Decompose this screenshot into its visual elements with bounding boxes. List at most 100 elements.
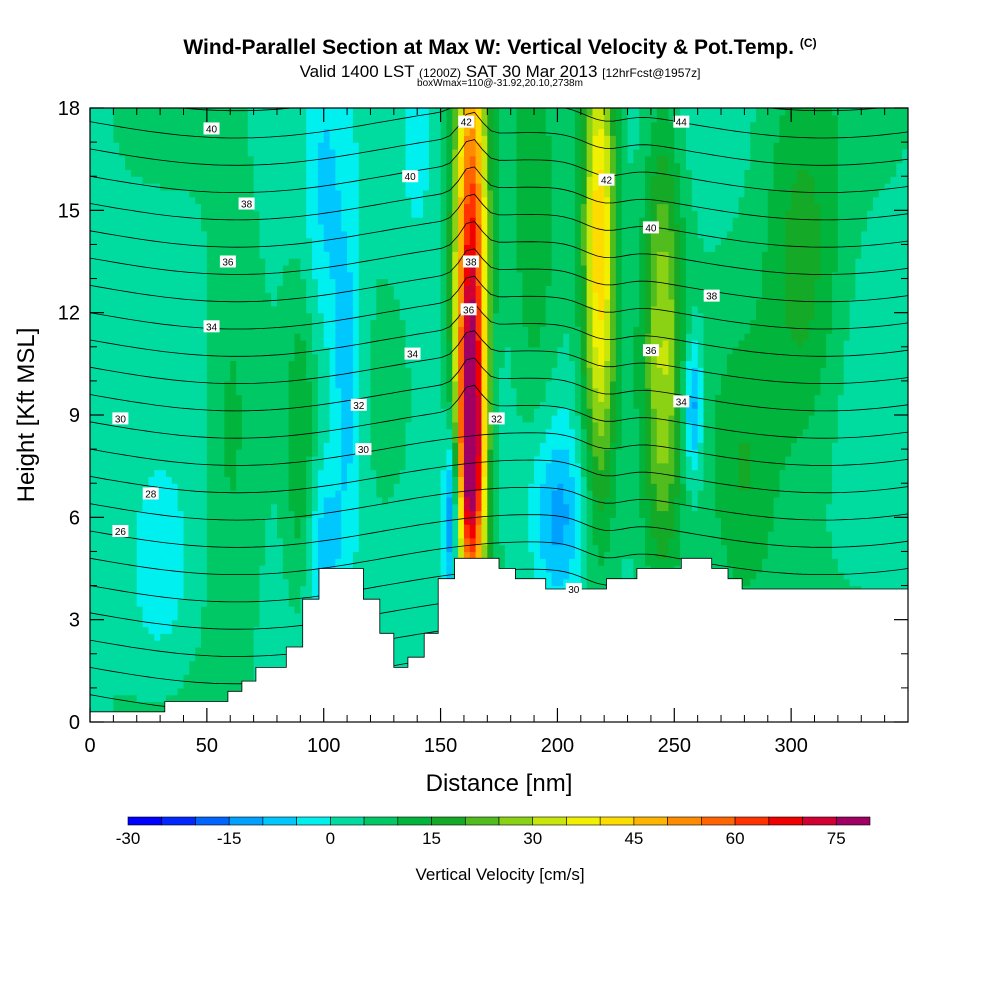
field-cell [592,271,605,280]
field-cell [685,217,699,225]
field-cell [604,196,611,205]
field-cell [586,496,594,505]
field-cell [458,169,465,177]
field-cell [674,428,681,437]
field-cell [130,169,255,177]
field-cell [610,169,617,177]
field-cell [633,387,646,396]
field-cell [90,360,208,368]
field-cell [697,230,728,239]
field-cell [306,108,354,116]
theta-contour [90,248,908,303]
field-cell [493,530,500,539]
field-cell [499,476,535,484]
field-cell [668,496,675,505]
field-cell [574,428,582,437]
field-cell [440,565,448,573]
field-cell [487,237,494,246]
field-cell [539,503,553,512]
field-cell [475,490,483,498]
field-cell [650,135,675,143]
field-cell [580,278,588,286]
field-cell [574,510,582,518]
field-cell [306,121,354,130]
field-cell [715,455,740,464]
field-cell [411,415,448,423]
field-cell [621,264,640,273]
field-cell [750,462,786,471]
field-cell [551,374,576,382]
field-cell [563,490,576,498]
field-cell [650,244,675,252]
field-cell [458,312,465,321]
contour-label-text: 44 [676,118,688,129]
field-cell [487,258,494,266]
field-cell [650,258,658,266]
field-cell [826,339,845,348]
field-cell [645,278,652,286]
field-cell [458,285,465,293]
field-cell [621,217,640,225]
field-cell [113,694,138,703]
field-cell [265,551,284,559]
colorbar-swatch [262,816,297,826]
field-cell [610,449,617,457]
field-cell [90,633,155,641]
field-cell [224,421,243,430]
field-cell [650,285,658,293]
field-cell [376,278,389,286]
field-cell [808,415,839,423]
field-cell [358,415,372,423]
field-cell [288,490,307,498]
field-cell [650,176,675,184]
field-cell [90,264,208,273]
field-cell [703,312,757,321]
field-cell [680,196,693,205]
field-cell [440,223,448,232]
field-cell [499,299,523,307]
field-cell [592,510,617,518]
field-cell [463,476,477,484]
field-cell [469,524,477,532]
field-cell [475,469,483,477]
field-cell [738,442,751,450]
field-cell [452,223,459,232]
field-cell [440,217,448,225]
field-cell [534,415,553,423]
field-cell [487,183,494,191]
field-cell [206,319,313,327]
field-cell [317,387,331,396]
field-cell [586,442,594,450]
field-cell [867,223,908,232]
field-cell [224,442,243,450]
field-cell [522,285,547,293]
field-cell [475,217,483,225]
field-cell [843,360,908,368]
field-cell [674,476,681,484]
field-cell [446,223,453,232]
field-cell [615,401,623,409]
field-cell [265,258,290,266]
field-cell [236,387,290,396]
field-cell [604,258,611,266]
colorbar-swatch [127,816,163,826]
field-cell [703,435,716,443]
field-cell [896,169,908,177]
field-cell [767,530,833,539]
field-cell [650,305,675,314]
field-cell [481,442,488,450]
field-cell [411,374,442,382]
field-cell [668,483,681,491]
field-cell [779,135,839,143]
field-cell [604,169,611,177]
field-cell [528,510,541,518]
field-cell [352,346,360,355]
colorbar-swatch [431,816,466,826]
field-cell [656,435,670,443]
field-cell [574,483,582,491]
field-cell [358,339,372,348]
field-cell [475,169,483,177]
field-cell [586,380,594,389]
field-cell [697,455,705,464]
field-cell [452,442,459,450]
